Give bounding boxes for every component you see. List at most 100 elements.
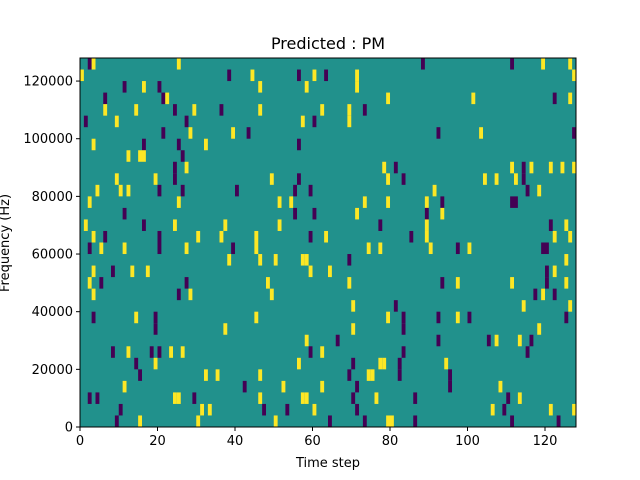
heatmap-cell [413,392,418,404]
heatmap-cell [506,392,511,404]
heatmap-cell [564,277,569,289]
heatmap-cell [297,357,301,370]
heatmap-cell [436,311,441,324]
heatmap-cell [138,150,143,162]
heatmap-cell [560,161,565,174]
heatmap-cell [378,219,383,231]
heatmap-cell [467,242,472,255]
heatmap-cell [277,196,282,208]
heatmap-cell [568,92,573,105]
y-tick-label: 20000 [32,363,73,378]
heatmap-cell [537,184,542,197]
heatmap-cell [293,184,298,197]
heatmap-cell [545,277,549,289]
heatmap-cell [258,104,263,116]
heatmap-cell [87,392,92,404]
heatmap-cell [300,254,305,266]
heatmap-cell [572,161,577,174]
heatmap-cell [188,288,193,301]
heatmap-cell [413,415,418,427]
heatmap-cell [312,69,317,82]
heatmap-cell [529,161,534,174]
heatmap-cell [347,104,352,116]
y-tick-label: 80000 [32,190,73,205]
heatmap-cell [347,277,352,289]
heatmap-cell [103,92,108,105]
heatmap-cell [382,161,387,174]
heatmap-cell [219,104,224,116]
heatmap-cell [362,104,367,116]
heatmap-cell [138,369,143,381]
heatmap-cell [142,219,146,231]
heatmap-cell [196,415,201,427]
heatmap-cell [91,265,96,278]
heatmap-cell [223,323,228,335]
heatmap-cell [541,288,546,301]
heatmap-cell [142,81,146,93]
heatmap-cell [103,104,108,116]
heatmap-cell [289,196,294,208]
heatmap-cell [300,115,305,128]
heatmap-cell [297,173,301,185]
heatmap-cell [533,288,538,301]
heatmap-cell [409,230,414,243]
heatmap-cell [169,346,174,358]
heatmap-cell [122,207,127,220]
heatmap-cell [273,415,278,427]
heatmap-cell [227,254,232,266]
heatmap-cell [401,323,406,335]
heatmap-cell [486,334,491,347]
heatmap-cell [393,161,398,174]
heatmap-cell [254,311,259,324]
x-tick-label: 40 [227,434,244,449]
heatmap-cell [111,346,115,358]
heatmap-cell [467,311,472,324]
heatmap-cell [122,380,127,393]
heatmap-cell [564,311,569,324]
heatmap-cell [126,184,131,197]
heatmap-cell [157,81,162,93]
heatmap-cell [219,230,224,243]
heatmap-cell [103,230,108,243]
heatmap-cell [498,380,503,393]
heatmap-cell [541,242,546,255]
heatmap-cell [494,334,499,347]
y-tick-label: 0 [65,421,73,436]
heatmap-cell [215,369,220,381]
heatmap-cell [552,230,557,243]
heatmap-cell [91,58,96,70]
heatmap-cell [184,277,189,289]
heatmap-cell [510,277,515,289]
heatmap-cell [91,311,96,324]
heatmap-cell [572,403,577,416]
heatmap-cell [366,242,371,255]
heatmap-cell [231,242,236,255]
heatmap-cell [521,173,526,185]
heatmap-cell [235,184,239,197]
heatmap-cell [304,81,309,93]
heatmap-cell [328,415,332,427]
heatmap-cell [149,346,154,358]
heatmap-cell [382,357,387,370]
heatmap-cell [510,415,515,427]
heatmap-cell [386,415,391,427]
heatmap-cell [362,415,367,427]
heatmap-cell [328,265,332,278]
x-axis: 0 20 40 60 80 100 120 [76,427,558,449]
heatmap-cell [231,127,236,139]
x-tick-label: 120 [533,434,558,449]
heatmap-cell [541,58,546,70]
heatmap-cell [424,219,429,231]
heatmap-cell [312,403,317,416]
heatmap-cell [122,242,127,255]
heatmap-cell [95,184,100,197]
heatmap-cell [479,127,484,139]
heatmap-cell [347,369,352,381]
heatmap-cell [157,242,162,255]
heatmap-cell [397,369,402,381]
heatmap-cell [161,92,166,105]
heatmap-cell [502,403,507,416]
heatmap-cell [335,334,340,347]
heatmap-cell [444,357,449,370]
heatmap-cell [126,346,131,358]
